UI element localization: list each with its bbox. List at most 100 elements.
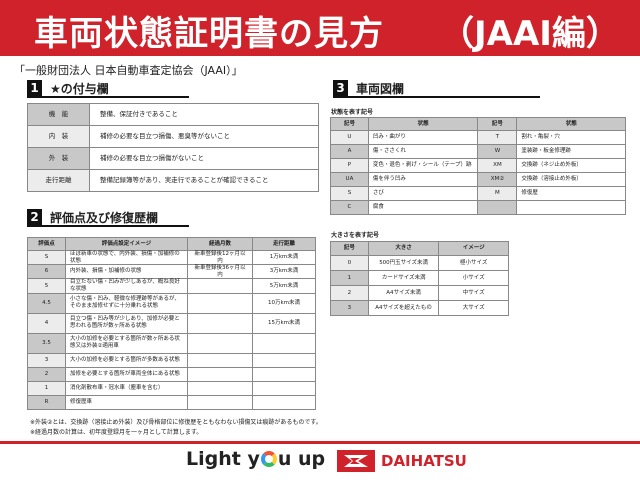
column-header: 評価点設定イメージ — [65, 237, 188, 251]
state: 凹み・曲がり — [367, 130, 479, 145]
footnote: ※経過月数の計算は、初年度登録月を一ヶ月として計算します。 — [30, 429, 203, 436]
state-symbol-table: 記号 状態 記号 状態 U 凹み・曲がり T 割れ・亀裂・穴 A 傷・ささくれ W 塗装跡・板金修理跡… — [330, 117, 626, 215]
table-row: 走行距離 整備記録簿等があり、実走行であることが確認できること — [27, 169, 319, 192]
state: 交換跡（ネジ止め外板） — [516, 158, 626, 173]
table-row: 1 カードサイズ未満 小サイズ — [330, 270, 509, 286]
column-header: イメージ — [438, 241, 509, 256]
mileage: 1万km未満 — [252, 249, 316, 266]
header-row: 記号 大きさ イメージ — [330, 241, 509, 256]
size: 500円玉サイズ未満 — [367, 255, 440, 271]
page-title: 車両状態証明書の見方 — [34, 14, 384, 54]
column-header: 記号 — [330, 117, 369, 131]
mileage: 3万km未満 — [252, 264, 316, 280]
image: 中サイズ — [438, 285, 509, 301]
symbol: 1 — [330, 270, 369, 286]
table-row: 6 内外装、損傷・加補修の状態 新車登録後36ヶ月以内 3万km未満 — [27, 264, 316, 280]
mileage — [252, 380, 316, 396]
symbol: A — [330, 144, 369, 159]
table-row: 4 目立つ傷・凹み等が少しあり、加修が必要と思われる箇所が数ヶ所ある状態 15万km… — [27, 312, 316, 334]
elapsed-months: 新車登録後12ヶ月以内 — [187, 249, 253, 266]
grade: 3 — [27, 352, 66, 368]
symbol: P — [330, 158, 369, 173]
grade: 2 — [27, 366, 66, 382]
column-header: 記号 — [477, 117, 518, 131]
symbol: U — [330, 130, 369, 145]
table-row: S さび M 修復歴 — [330, 186, 626, 201]
elapsed-months: 新車登録後36ヶ月以内 — [187, 264, 253, 280]
section1-heading: 1 ★の付与欄 — [27, 80, 189, 98]
mileage: 10万km未満 — [252, 292, 316, 314]
column-header: 状態 — [516, 117, 626, 131]
footnote: ※外装②とは、交換跡（溶接止め外装）及び骨格部位に修復歴をともなわない損傷又は痕… — [30, 419, 322, 426]
size: カードサイズ未満 — [367, 270, 440, 286]
image: 小サイズ — [438, 270, 509, 286]
state-symbol-label: 状態を表す記号 — [331, 109, 374, 116]
mileage: 5万km未満 — [252, 278, 316, 294]
grade-description: 目立つ傷・凹み等が少しあり、加修が必要と思われる箇所が数ヶ所ある状態 — [65, 312, 188, 334]
mileage — [252, 366, 316, 382]
table-row: R 修復歴車 — [27, 394, 316, 410]
table-row: A 傷・ささくれ W 塗装跡・板金修理跡 — [330, 144, 626, 159]
table-row: 3 A4サイズを超えたもの 大サイズ — [330, 300, 509, 316]
column-header: 記号 — [330, 241, 369, 256]
state: 塗装跡・板金修理跡 — [516, 144, 626, 159]
row-label: 走行距離 — [27, 169, 90, 192]
page-title-suffix: （JAAI編） — [440, 14, 620, 54]
grade-description: ほぼ新車の状態で、内外装、損傷・加補修の状態 — [65, 249, 188, 266]
state: 変色・退色・剥げ・シール（テープ）跡 — [367, 158, 479, 173]
row-text: 整備記録簿等があり、実走行であることが確認できること — [89, 169, 319, 192]
grade: 4 — [27, 312, 66, 334]
table-row: 内 装補修の必要な目立つ損傷、悪臭等がないこと — [27, 125, 319, 148]
state: 修復歴 — [516, 186, 626, 201]
column-header: 経過月数 — [187, 237, 253, 251]
grade: 5 — [27, 278, 66, 294]
mileage — [252, 352, 316, 368]
grade-description: 小さな傷・凹み、軽微な修理跡等があるが、そのまま加修せずに十分乗れる状態 — [65, 292, 188, 314]
column-header: 大きさ — [367, 241, 440, 256]
section-number: 1 — [27, 80, 42, 96]
column-header: 状態 — [367, 117, 479, 131]
state: 傷・ささくれ — [367, 144, 479, 159]
row-label: 機 能 — [27, 103, 90, 126]
slogan-text: Light y — [186, 448, 260, 470]
grade: 3.5 — [27, 332, 66, 354]
elapsed-months — [187, 380, 253, 396]
table-row: 2 A4サイズ未満 中サイズ — [330, 285, 509, 301]
table-row: 5 目立たない傷・凹みが少しあるが、概ね良好な状態 5万km未満 — [27, 278, 316, 294]
table-row: 外 装補修の必要な目立つ損傷がないこと — [27, 147, 319, 170]
state — [516, 200, 626, 215]
section-number: 3 — [333, 80, 348, 96]
header-row: 評価点 評価点設定イメージ 経過月数 走行距離 — [27, 237, 316, 251]
grade: 6 — [27, 264, 66, 280]
symbol: XM — [477, 158, 518, 173]
slogan-logo: Light y u up — [186, 448, 325, 470]
image: 大サイズ — [438, 300, 509, 316]
elapsed-months — [187, 394, 253, 410]
grade: R — [27, 394, 66, 410]
section2-heading: 2 評価点及び修復歴欄 — [27, 209, 189, 227]
elapsed-months — [187, 332, 253, 354]
daihatsu-logo-icon — [337, 450, 375, 472]
image: 極小サイズ — [438, 255, 509, 271]
table-row: 4.5 小さな傷・凹み、軽微な修理跡等があるが、そのまま加修せずに十分乗れる状態 1… — [27, 292, 316, 314]
grade-description: 消化剤散布車・冠水車（塵車を含む） — [65, 380, 188, 396]
elapsed-months — [187, 312, 253, 334]
table-row: S ほぼ新車の状態で、内外装、損傷・加補修の状態 新車登録後12ヶ月以内 1万km未満 — [27, 249, 316, 266]
symbol: 0 — [330, 255, 369, 271]
elapsed-months — [187, 366, 253, 382]
grade-description: 大小の加修を必要とする箇所が多数ある状態 — [65, 352, 188, 368]
slogan-text: u up — [277, 448, 326, 470]
grade: S — [27, 249, 66, 266]
table-row: 3.5 大小の加修を必要とする箇所が数ヶ所ある状態又は外装②適用車 — [27, 332, 316, 354]
table-row: U 凹み・曲がり T 割れ・亀裂・穴 — [330, 130, 626, 145]
grade-description: 修復歴車 — [65, 394, 188, 410]
row-text: 整備、保証付きであること — [89, 103, 319, 126]
elapsed-months — [187, 352, 253, 368]
row-label: 外 装 — [27, 147, 90, 170]
section-title: 車両図欄 — [356, 81, 405, 96]
symbol: W — [477, 144, 518, 159]
brand-name: DAIHATSU — [381, 452, 467, 470]
size-symbol-table: 記号 大きさ イメージ 0 500円玉サイズ未満 極小サイズ 1 カードサイズ未満 小サイズ 2 A… — [330, 241, 509, 316]
symbol: C — [330, 200, 369, 215]
section-title: 評価点及び修復歴欄 — [50, 210, 159, 225]
